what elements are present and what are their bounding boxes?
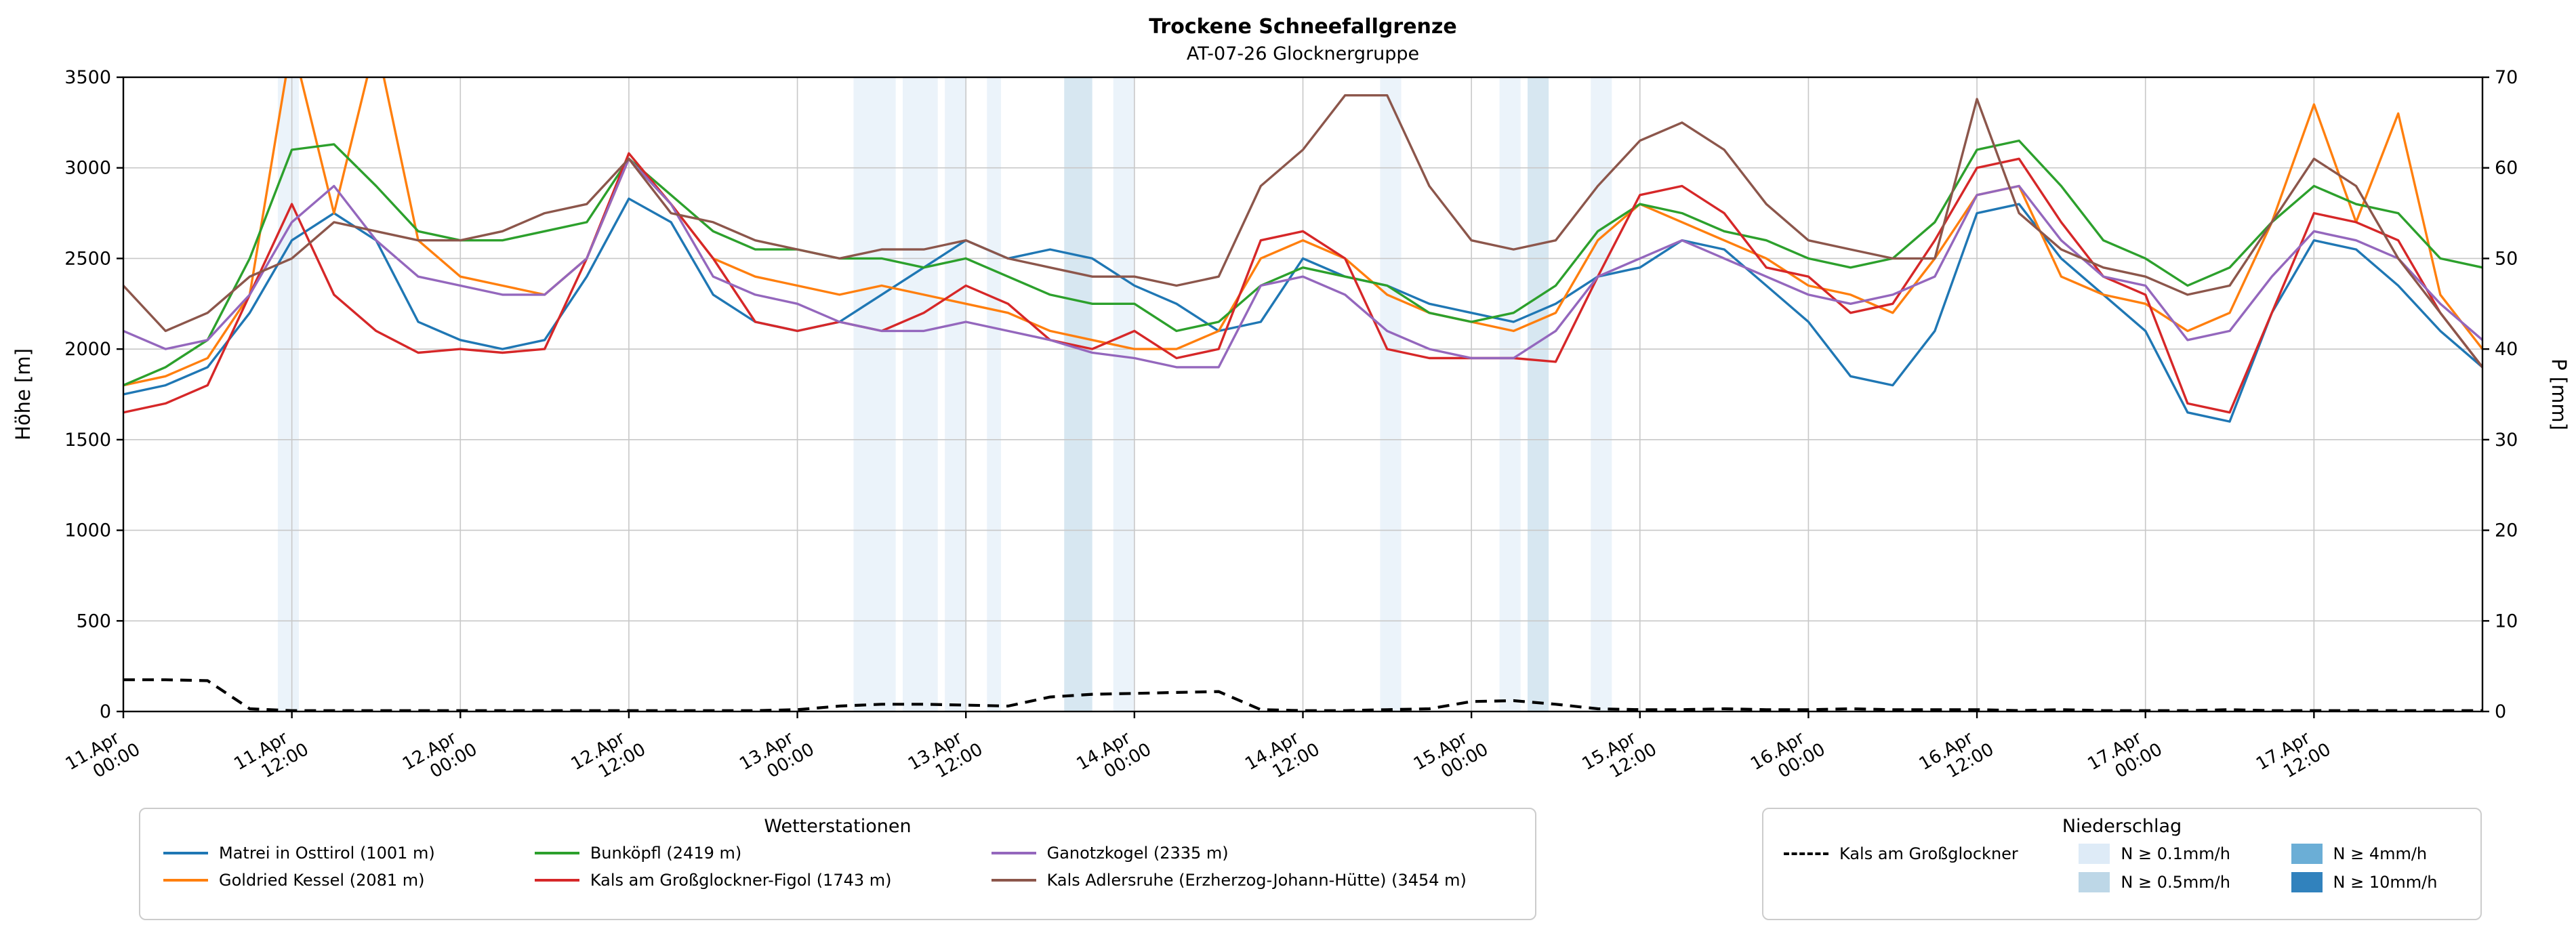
dashed-line-swatch: [1784, 852, 1828, 855]
legend-label: N ≥ 10mm/h: [2333, 873, 2438, 892]
y-left-tick-label: 1500: [64, 430, 111, 451]
series-line-3: [123, 152, 2482, 414]
line-swatch: [991, 852, 1036, 854]
legend-item-kals-figol: Kals am Großglockner-Figol (1743 m): [534, 871, 937, 890]
x-tick-label: 17.Apr12:00: [2253, 722, 2334, 792]
legend-label: Kals Adlersruhe (Erzherzog-Johann-Hütte)…: [1046, 871, 1467, 890]
legend-label: Goldried Kessel (2081 m): [219, 871, 425, 890]
line-swatch: [534, 852, 579, 854]
y-left-tick-label: 3000: [64, 158, 111, 179]
line-swatch: [991, 879, 1036, 882]
legend-item-ganotzkogel: Ganotzkogel (2335 m): [991, 844, 1512, 863]
line-swatch: [163, 879, 208, 882]
y-right-tick-label: 0: [2495, 701, 2506, 722]
series-line-4: [123, 157, 2482, 369]
x-tick-label: 12.Apr12:00: [568, 722, 649, 792]
y-right-tick-label: 60: [2495, 158, 2518, 179]
legend-label: Matrei in Osttirol (1001 m): [219, 844, 435, 863]
y-left-tick-label: 2500: [64, 248, 111, 269]
legend-precip-grid: Kals am Großglockner N ≥ 0.1mm/h N ≥ 0.5…: [1784, 844, 2460, 892]
legend-label: N ≥ 4mm/h: [2333, 844, 2428, 863]
precip-band: [1064, 77, 1092, 711]
y-right-tick-label: 20: [2495, 520, 2518, 541]
precip-dashed-line: [123, 678, 2482, 711]
x-tick-label: 17.Apr00:00: [2084, 722, 2165, 792]
legend-item-band-4: N ≥ 4mm/h: [2291, 844, 2461, 864]
series-line-2: [123, 139, 2482, 387]
line-swatch: [163, 852, 208, 854]
legend-niederschlag: Niederschlag Kals am Großglockner N ≥ 0.…: [1762, 808, 2482, 920]
x-tick-label: 14.Apr12:00: [1242, 722, 1323, 792]
x-tick-label: 15.Apr00:00: [1410, 722, 1492, 792]
y-right-axis-label: P [mm]: [2548, 358, 2571, 430]
y-right-tick-label: 40: [2495, 339, 2518, 360]
x-tick-label: 16.Apr00:00: [1747, 722, 1828, 792]
legend-wetterstationen: Wetterstationen Matrei in Osttirol (1001…: [139, 808, 1536, 920]
band-swatch: [2291, 872, 2323, 892]
x-tick-label: 11.Apr12:00: [230, 722, 312, 792]
y-right-tick-label: 50: [2495, 248, 2518, 269]
y-right-tick-label: 70: [2495, 67, 2518, 88]
y-left-tick-label: 2000: [64, 339, 111, 360]
legend-stations-grid: Matrei in Osttirol (1001 m) Goldried Kes…: [163, 844, 1512, 890]
legend-item-band-05: N ≥ 0.5mm/h: [2079, 872, 2253, 892]
x-tick-label: 13.Apr00:00: [736, 722, 817, 792]
precip-band: [902, 77, 938, 711]
legend-item-goldried: Goldried Kessel (2081 m): [163, 871, 481, 890]
line-swatch: [534, 879, 579, 882]
series-line-1: [123, 77, 2482, 387]
band-swatch: [2079, 872, 2110, 892]
legend-precip-title: Niederschlag: [2062, 816, 2182, 837]
x-tick-label: 11.Apr00:00: [62, 722, 144, 792]
y-left-tick-label: 1000: [64, 520, 111, 541]
series-line-0: [123, 197, 2482, 423]
y-right-tick-label: 30: [2495, 430, 2518, 451]
x-tick-label: 16.Apr12:00: [1916, 722, 1997, 792]
x-tick-label: 12.Apr00:00: [399, 722, 481, 792]
precip-band: [1380, 77, 1402, 711]
legend-label: Kals am Großglockner: [1839, 844, 2018, 863]
legend-label: Bunköpfl (2419 m): [590, 844, 742, 863]
chart-title: Trockene Schneefallgrenze: [1149, 15, 1457, 39]
legend-item-bunkoepfl: Bunköpfl (2419 m): [534, 844, 937, 863]
x-tick-label: 14.Apr00:00: [1074, 722, 1155, 792]
legend-stations-title: Wetterstationen: [764, 816, 912, 837]
precip-band: [853, 77, 896, 711]
precip-band: [1113, 77, 1134, 711]
series-line-5: [123, 94, 2482, 369]
y-left-tick-label: 3500: [64, 67, 111, 88]
x-tick-label: 15.Apr12:00: [1579, 722, 1660, 792]
legend-item-band-01: N ≥ 0.1mm/h: [2079, 844, 2253, 864]
legend-label: Ganotzkogel (2335 m): [1046, 844, 1229, 863]
legend-label: Kals am Großglockner-Figol (1743 m): [590, 871, 892, 890]
legend-item-matrei: Matrei in Osttirol (1001 m): [163, 844, 481, 863]
band-swatch: [2079, 844, 2110, 864]
band-swatch: [2291, 844, 2323, 864]
precip-band: [945, 77, 966, 711]
x-tick-label: 13.Apr12:00: [905, 722, 986, 792]
chart-subtitle: AT-07-26 Glocknergruppe: [1186, 43, 1420, 64]
y-left-tick-label: 500: [76, 611, 111, 632]
legend-label: N ≥ 0.5mm/h: [2121, 873, 2230, 892]
precip-band: [277, 77, 300, 711]
legend-item-precip-line: Kals am Großglockner: [1784, 844, 2041, 863]
legend-item-adlersruhe: Kals Adlersruhe (Erzherzog-Johann-Hütte)…: [991, 871, 1512, 890]
precip-band: [1591, 77, 1612, 711]
precip-band: [1528, 77, 1549, 711]
y-right-tick-label: 10: [2495, 611, 2518, 632]
y-left-tick-label: 0: [100, 701, 111, 722]
y-left-axis-label: Höhe [m]: [12, 348, 35, 440]
precip-band: [1499, 77, 1521, 711]
legend-item-band-10: N ≥ 10mm/h: [2291, 872, 2461, 892]
precip-band: [987, 77, 1002, 711]
legend-label: N ≥ 0.1mm/h: [2121, 844, 2230, 863]
